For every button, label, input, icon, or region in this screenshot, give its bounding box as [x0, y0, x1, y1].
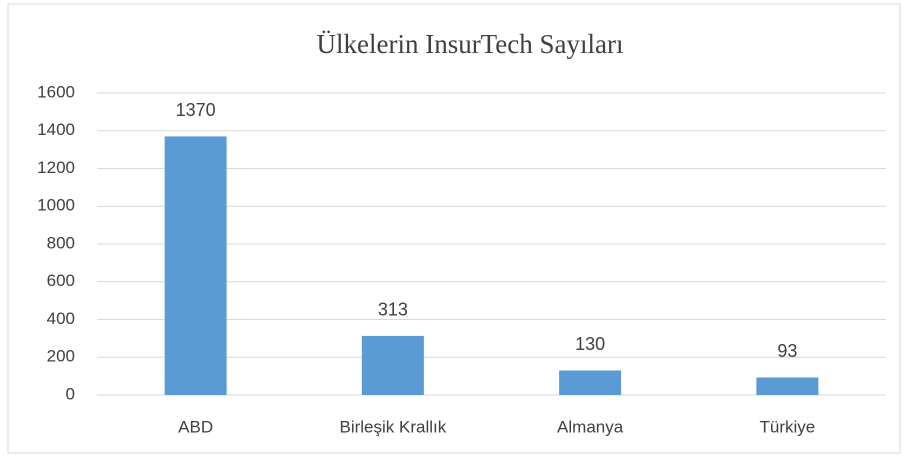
y-tick-label: 600	[47, 271, 75, 290]
x-tick-label: Birleşik Krallık	[340, 417, 447, 436]
data-label: 313	[378, 300, 408, 320]
y-tick-label: 400	[47, 309, 75, 328]
y-tick-label: 200	[47, 347, 75, 366]
bar	[361, 335, 424, 395]
y-tick-label: 0	[66, 384, 75, 403]
y-tick-label: 800	[47, 233, 75, 252]
chart-border	[7, 3, 901, 454]
bar	[756, 377, 819, 395]
data-label: 130	[575, 334, 605, 354]
x-tick-label: Türkiye	[760, 417, 816, 436]
x-tick-label: ABD	[178, 417, 213, 436]
y-tick-label: 1000	[37, 196, 75, 215]
data-label: 1370	[176, 100, 216, 120]
y-tick-label: 1200	[37, 158, 75, 177]
y-tick-label: 1400	[37, 120, 75, 139]
data-label: 93	[777, 341, 797, 361]
y-tick-label: 1600	[37, 82, 75, 101]
x-tick-label: Almanya	[557, 417, 624, 436]
chart-title: Ülkelerin InsurTech Sayıları	[316, 29, 623, 59]
bar	[164, 136, 227, 395]
bar	[559, 370, 622, 395]
